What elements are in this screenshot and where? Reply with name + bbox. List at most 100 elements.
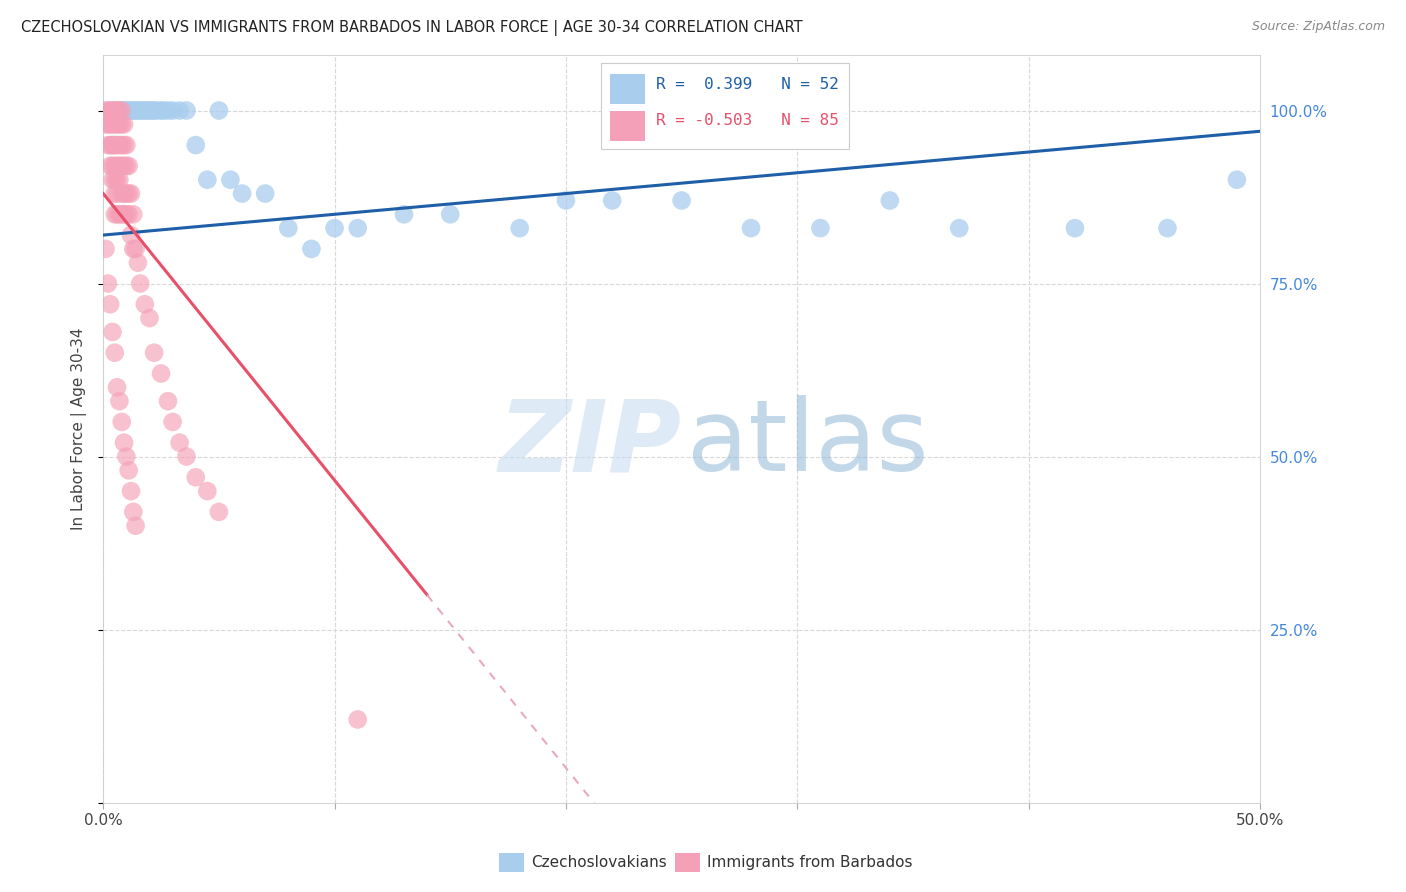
- Point: [122, 242, 145, 256]
- Point: [98, 297, 121, 311]
- Point: [127, 256, 149, 270]
- Text: R = -0.503   N = 85: R = -0.503 N = 85: [657, 112, 839, 128]
- Point: [740, 221, 762, 235]
- Point: [176, 450, 198, 464]
- Text: CZECHOSLOVAKIAN VS IMMIGRANTS FROM BARBADOS IN LABOR FORCE | AGE 30-34 CORRELATI: CZECHOSLOVAKIAN VS IMMIGRANTS FROM BARBA…: [21, 20, 803, 36]
- Point: [112, 138, 135, 153]
- Point: [111, 207, 134, 221]
- Point: [112, 207, 135, 221]
- Point: [98, 117, 121, 131]
- Point: [122, 505, 145, 519]
- Point: [111, 159, 134, 173]
- Point: [124, 103, 146, 118]
- Point: [101, 103, 124, 118]
- Point: [108, 103, 131, 118]
- Point: [120, 484, 142, 499]
- Point: [105, 380, 128, 394]
- Point: [112, 103, 135, 118]
- Point: [108, 138, 131, 153]
- Point: [98, 159, 121, 173]
- Point: [104, 117, 127, 131]
- Point: [115, 450, 138, 464]
- Y-axis label: In Labor Force | Age 30-34: In Labor Force | Age 30-34: [72, 327, 87, 530]
- Point: [115, 159, 138, 173]
- FancyBboxPatch shape: [600, 62, 849, 149]
- Point: [134, 103, 156, 118]
- Point: [115, 138, 138, 153]
- Point: [169, 435, 191, 450]
- Text: Immigrants from Barbados: Immigrants from Barbados: [707, 855, 912, 870]
- Point: [105, 186, 128, 201]
- Point: [208, 505, 231, 519]
- Point: [101, 172, 124, 186]
- Bar: [610, 74, 644, 103]
- Point: [97, 117, 120, 131]
- Point: [105, 207, 128, 221]
- Point: [101, 138, 124, 153]
- Point: [169, 103, 191, 118]
- Point: [105, 172, 128, 186]
- Point: [112, 186, 135, 201]
- Point: [143, 103, 166, 118]
- Point: [156, 394, 179, 409]
- Point: [104, 172, 127, 186]
- Point: [105, 117, 128, 131]
- Point: [94, 103, 117, 118]
- Point: [101, 325, 124, 339]
- Point: [118, 159, 141, 173]
- Point: [97, 138, 120, 153]
- Point: [600, 194, 623, 208]
- Point: [105, 103, 128, 118]
- Point: [152, 103, 174, 118]
- Point: [124, 242, 146, 256]
- Point: [346, 713, 368, 727]
- Point: [111, 138, 134, 153]
- Point: [150, 367, 173, 381]
- Point: [104, 103, 127, 118]
- Point: [98, 138, 121, 153]
- Point: [184, 470, 207, 484]
- Bar: [610, 112, 644, 141]
- Text: R =  0.399   N = 52: R = 0.399 N = 52: [657, 77, 839, 92]
- Point: [124, 518, 146, 533]
- Point: [111, 117, 134, 131]
- Point: [219, 172, 242, 186]
- Point: [105, 138, 128, 153]
- Point: [115, 207, 138, 221]
- Point: [231, 186, 253, 201]
- Point: [143, 345, 166, 359]
- Point: [136, 103, 159, 118]
- Point: [104, 103, 127, 118]
- Point: [131, 103, 153, 118]
- Point: [120, 186, 142, 201]
- Point: [118, 207, 141, 221]
- Point: [94, 117, 117, 131]
- Point: [145, 103, 167, 118]
- Point: [184, 138, 207, 153]
- Point: [439, 207, 461, 221]
- Point: [118, 103, 141, 118]
- Point: [195, 172, 218, 186]
- Point: [176, 103, 198, 118]
- Point: [108, 394, 131, 409]
- Point: [104, 186, 127, 201]
- Point: [120, 103, 142, 118]
- Point: [111, 186, 134, 201]
- Point: [323, 221, 346, 235]
- Point: [162, 103, 184, 118]
- Point: [555, 194, 578, 208]
- Text: Czechoslovakians: Czechoslovakians: [531, 855, 668, 870]
- Point: [118, 463, 141, 477]
- Point: [101, 117, 124, 131]
- Point: [162, 415, 184, 429]
- Point: [104, 138, 127, 153]
- Point: [111, 415, 134, 429]
- Point: [122, 103, 145, 118]
- Point: [112, 435, 135, 450]
- Point: [104, 159, 127, 173]
- Point: [150, 103, 173, 118]
- Point: [120, 228, 142, 243]
- Point: [105, 103, 128, 118]
- Point: [111, 103, 134, 118]
- Point: [97, 277, 120, 291]
